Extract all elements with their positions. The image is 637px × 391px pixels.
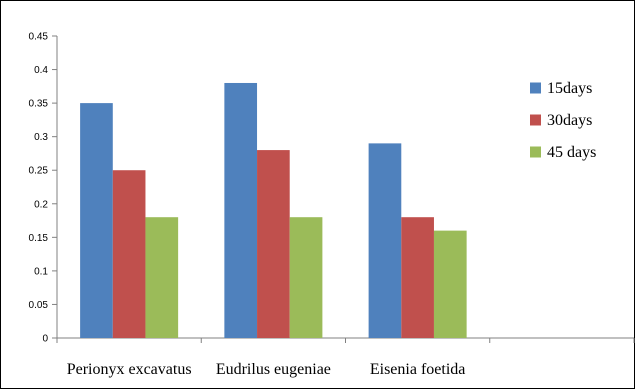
- y-tick-label: 0.3: [34, 132, 48, 143]
- y-tick-label: 0.35: [29, 99, 49, 110]
- legend-swatch: [530, 146, 541, 158]
- legend-label: 30days: [547, 112, 592, 129]
- x-category-label: Perionyx excavatus: [67, 361, 192, 378]
- legend-label: 15days: [547, 80, 592, 97]
- bar: [257, 150, 290, 338]
- chart-labels: 0 0.05 0.1 0.15 0.2 0.25 0.3 0.35 0.4 0.45 Periony…: [29, 32, 466, 379]
- y-tick-label: 0.4: [34, 65, 48, 76]
- legend-swatch: [530, 114, 541, 126]
- bar: [80, 103, 113, 338]
- bar: [289, 217, 323, 338]
- y-tick-label: 0.05: [29, 300, 49, 311]
- bar: [112, 170, 146, 338]
- chart-bars: [80, 82, 467, 338]
- bar: [145, 217, 179, 338]
- y-tick-label: 0.25: [29, 166, 49, 177]
- y-tick-label: 0.1: [34, 266, 48, 277]
- bar: [224, 82, 258, 338]
- chart-legend: 15days 30days 45 days: [530, 80, 596, 161]
- bar: [401, 217, 434, 338]
- x-category-label: Eudrilus eugeniae: [216, 361, 331, 378]
- bar: [433, 230, 467, 338]
- y-tick-label: 0: [42, 334, 48, 345]
- legend-label: 45 days: [547, 144, 596, 161]
- y-tick-label: 0.15: [29, 233, 49, 244]
- y-tick-label: 0.2: [34, 199, 48, 210]
- x-category-label: Eisenia foetida: [370, 361, 466, 378]
- legend-swatch: [530, 82, 541, 94]
- y-tick-label: 0.45: [29, 32, 49, 43]
- bar: [368, 143, 402, 338]
